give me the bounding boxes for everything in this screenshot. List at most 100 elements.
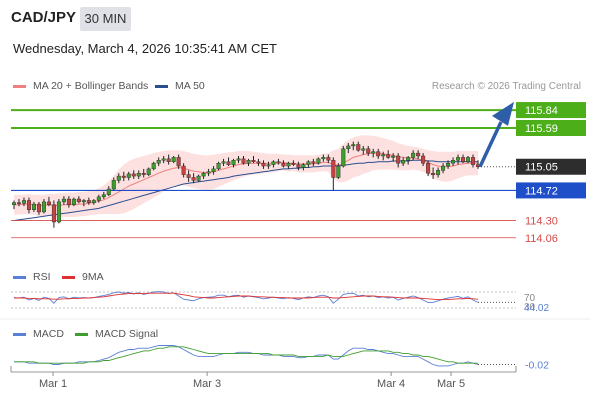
candle-body (426, 162, 431, 174)
macd-legend-label: MACD (33, 328, 64, 340)
candle (66, 196, 71, 208)
candle-body (371, 151, 376, 154)
candle (351, 141, 356, 151)
candle (231, 158, 236, 168)
rsi-legend-label: RSI (33, 271, 51, 283)
candle-body (416, 152, 421, 157)
candle (116, 173, 121, 184)
candle-body (181, 165, 186, 175)
candle (126, 171, 131, 181)
candle-body (121, 175, 126, 178)
candle (86, 197, 91, 205)
candle-body (136, 173, 141, 177)
support-2-label: 114.06 (525, 233, 558, 245)
candle (341, 145, 346, 168)
candle (136, 170, 141, 179)
candle (356, 141, 361, 152)
candle (396, 153, 401, 168)
rsi-line (13, 291, 479, 304)
candle-body (131, 173, 136, 177)
candle (131, 170, 136, 179)
candle (326, 154, 331, 164)
candle-body (156, 160, 161, 164)
candle (286, 161, 291, 169)
candle-body (141, 173, 146, 175)
candle-body (281, 162, 286, 167)
candle-body (381, 154, 386, 157)
candle-body (356, 144, 361, 151)
candle (301, 163, 306, 171)
candle (331, 157, 336, 191)
candle-body (166, 158, 171, 162)
candle (316, 157, 321, 165)
candle-body (171, 157, 176, 162)
macd-signal-legend-label: MACD Signal (95, 328, 159, 340)
candle-body (231, 160, 236, 165)
bollinger-band-area (14, 135, 478, 218)
candle-body (316, 158, 321, 164)
candle (156, 157, 161, 167)
forecast-arrow-shaft (478, 121, 503, 168)
candle (431, 167, 436, 179)
candle-body (446, 162, 451, 167)
candle (191, 173, 196, 184)
forecast-arrow (478, 101, 514, 168)
candle (81, 199, 86, 207)
candle (241, 155, 246, 165)
moving-averages (13, 152, 478, 222)
candle (196, 174, 201, 182)
candle-body (196, 175, 201, 181)
ma50-line (13, 159, 478, 222)
candle-body (96, 196, 101, 201)
candle-body (421, 155, 426, 164)
timeframe-badge[interactable]: 30 MIN (80, 7, 131, 31)
candle (201, 171, 206, 179)
candle (171, 155, 176, 164)
candle-body (161, 158, 166, 161)
candle-body (461, 157, 466, 162)
rsi-swatch (13, 275, 26, 279)
candlesticks (11, 141, 481, 228)
candle (161, 155, 166, 164)
candle (436, 167, 441, 178)
x-axis: Mar 1 Mar 3 Mar 4 Mar 5 (10, 366, 517, 390)
candle (401, 157, 406, 167)
candle (246, 158, 251, 167)
candle-body (351, 144, 356, 147)
candle-body (241, 158, 246, 164)
candle-body (271, 161, 276, 165)
candle (181, 163, 186, 178)
candle (321, 154, 326, 162)
rsi-ma-legend-label: 9MA (82, 271, 104, 283)
macd-signal-swatch (75, 332, 88, 336)
candle (96, 194, 101, 203)
candle (226, 157, 231, 167)
candle-body (201, 173, 206, 177)
pivot-tag (516, 182, 586, 199)
candle-body (306, 161, 311, 165)
rsi-ma-line (14, 292, 479, 301)
candle-body (76, 198, 81, 203)
candle (446, 160, 451, 169)
candle-body (336, 165, 341, 178)
candle (461, 154, 466, 164)
candle-body (251, 160, 256, 162)
last-price-label: 115.05 (525, 162, 558, 174)
candle-body (106, 188, 111, 195)
candle-body (266, 164, 271, 167)
rsi-value-label: 44.02 (524, 303, 549, 314)
ma20-legend: MA 20 + Bollinger Bands (13, 80, 148, 92)
candle-body (296, 164, 301, 168)
candle-body (256, 161, 261, 164)
macd-signal-line (14, 346, 478, 364)
candle-body (111, 180, 116, 190)
target-1-tag (516, 120, 586, 137)
candle-body (21, 200, 26, 204)
candle-body (46, 201, 51, 205)
candle-body (91, 200, 96, 203)
candle (186, 170, 191, 182)
rsi-ma-swatch (62, 275, 75, 279)
candle (146, 167, 151, 177)
